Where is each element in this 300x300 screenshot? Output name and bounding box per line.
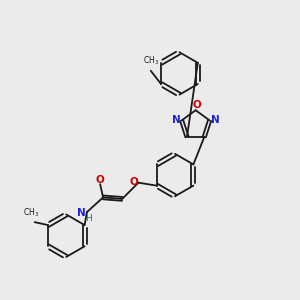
Text: N: N [211, 115, 219, 125]
Text: CH$_3$: CH$_3$ [143, 55, 159, 67]
Text: O: O [193, 100, 202, 110]
Text: CH$_3$: CH$_3$ [23, 206, 39, 219]
Text: N: N [172, 115, 181, 125]
Text: N: N [76, 208, 85, 218]
Text: H: H [85, 214, 92, 223]
Text: O: O [96, 175, 104, 185]
Text: O: O [130, 176, 139, 187]
